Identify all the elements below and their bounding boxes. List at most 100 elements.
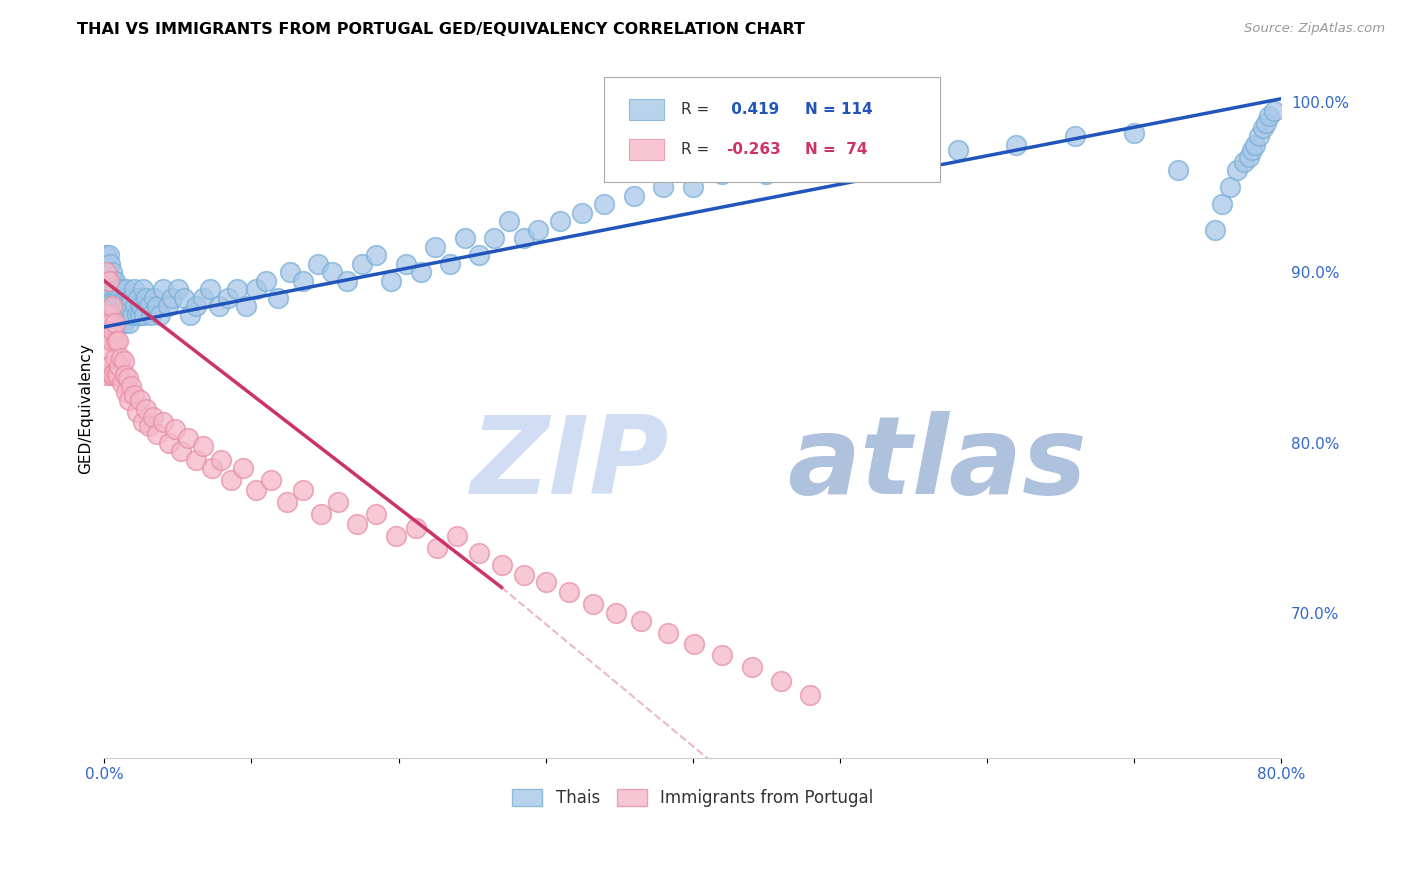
Point	[454, 231, 477, 245]
Point	[103, 274, 125, 288]
Point	[110, 300, 132, 314]
Point	[141, 308, 163, 322]
Point	[105, 300, 128, 314]
Point	[146, 300, 169, 314]
Point	[1263, 103, 1285, 118]
Point	[571, 206, 593, 220]
FancyBboxPatch shape	[630, 99, 665, 120]
Point	[309, 507, 332, 521]
Point	[107, 368, 129, 382]
Point	[711, 648, 734, 663]
Point	[512, 231, 534, 245]
Point	[184, 300, 207, 314]
Point	[96, 265, 118, 279]
Point	[173, 291, 195, 305]
Legend: Thais, Immigrants from Portugal: Thais, Immigrants from Portugal	[503, 780, 882, 815]
Point	[657, 626, 679, 640]
Point	[138, 300, 160, 314]
Point	[291, 483, 314, 498]
Point	[98, 291, 121, 305]
Point	[114, 291, 136, 305]
Text: THAI VS IMMIGRANTS FROM PORTUGAL GED/EQUIVALENCY CORRELATION CHART: THAI VS IMMIGRANTS FROM PORTUGAL GED/EQU…	[77, 22, 806, 37]
Point	[1226, 163, 1249, 178]
Point	[131, 282, 153, 296]
Point	[97, 282, 120, 296]
Point	[152, 415, 174, 429]
Point	[107, 317, 129, 331]
Point	[96, 368, 118, 382]
Point	[307, 257, 329, 271]
Point	[138, 418, 160, 433]
Point	[108, 282, 131, 296]
Point	[118, 393, 141, 408]
Point	[115, 384, 138, 399]
Point	[482, 231, 505, 245]
Point	[384, 529, 406, 543]
Point	[103, 300, 125, 314]
Point	[1237, 150, 1260, 164]
Point	[97, 308, 120, 322]
Point	[107, 334, 129, 348]
Point	[219, 473, 242, 487]
Point	[117, 300, 139, 314]
Point	[104, 317, 127, 331]
Text: R =: R =	[681, 102, 714, 117]
Point	[741, 660, 763, 674]
Point	[683, 636, 706, 650]
Point	[110, 351, 132, 365]
Text: N =  74: N = 74	[804, 142, 868, 157]
Point	[100, 300, 122, 314]
Point	[623, 189, 645, 203]
Point	[711, 167, 734, 181]
Point	[111, 308, 134, 322]
Point	[426, 541, 449, 556]
Point	[127, 291, 149, 305]
Point	[115, 308, 138, 322]
Point	[769, 673, 792, 688]
Point	[108, 308, 131, 322]
Text: N = 114: N = 114	[804, 102, 872, 117]
Point	[201, 461, 224, 475]
Point	[1219, 180, 1241, 194]
Point	[550, 214, 572, 228]
Point	[152, 282, 174, 296]
Point	[755, 167, 778, 181]
Point	[267, 291, 290, 305]
Point	[232, 461, 254, 475]
Point	[125, 308, 148, 322]
Point	[98, 317, 121, 331]
Point	[94, 248, 117, 262]
Point	[527, 223, 550, 237]
Point	[129, 300, 152, 314]
Point	[630, 615, 652, 629]
Point	[170, 444, 193, 458]
Point	[380, 274, 402, 288]
Point	[799, 688, 821, 702]
Point	[104, 291, 127, 305]
Point	[100, 282, 122, 296]
Point	[593, 197, 616, 211]
Point	[336, 274, 359, 288]
Point	[534, 575, 557, 590]
Point	[245, 282, 267, 296]
Point	[98, 257, 121, 271]
Point	[100, 308, 122, 322]
Point	[468, 248, 491, 262]
Text: atlas: atlas	[787, 411, 1087, 517]
Point	[122, 282, 145, 296]
Point	[894, 150, 917, 164]
Point	[291, 274, 314, 288]
Point	[103, 368, 125, 382]
Point	[97, 274, 120, 288]
Point	[1167, 163, 1189, 178]
Point	[146, 427, 169, 442]
Point	[120, 379, 142, 393]
Point	[156, 300, 179, 314]
Y-axis label: GED/Equivalency: GED/Equivalency	[79, 343, 93, 474]
Point	[1258, 109, 1281, 123]
Point	[104, 308, 127, 322]
Point	[94, 265, 117, 279]
Point	[200, 282, 222, 296]
Point	[105, 368, 128, 382]
Point	[409, 265, 432, 279]
